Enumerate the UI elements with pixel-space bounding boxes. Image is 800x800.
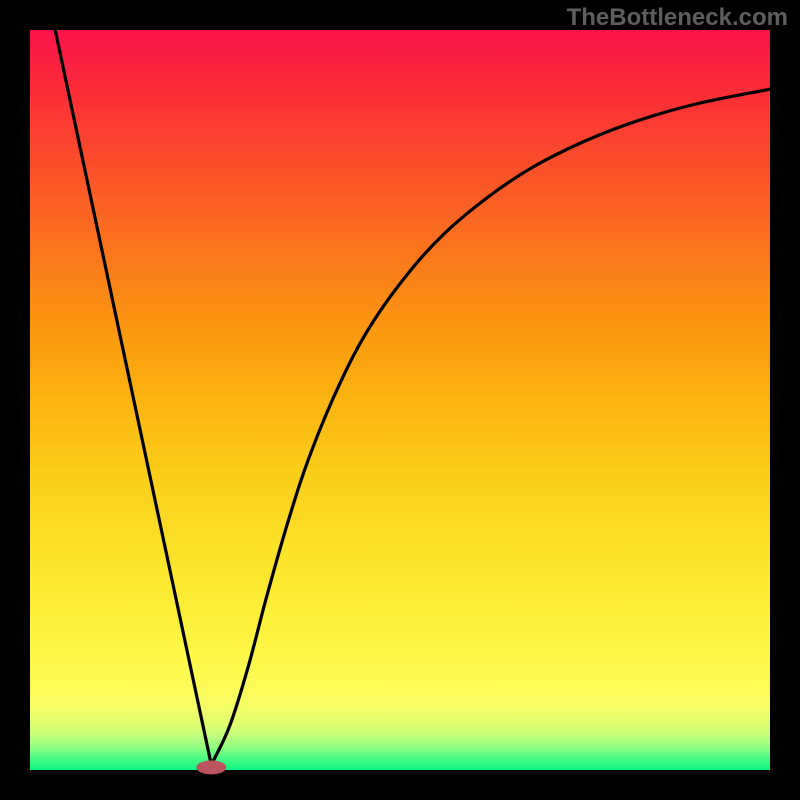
watermark-label: TheBottleneck.com bbox=[567, 4, 788, 32]
minimum-marker bbox=[196, 760, 226, 774]
bottleneck-chart bbox=[0, 0, 800, 800]
plot-background bbox=[30, 30, 770, 770]
chart-container: TheBottleneck.com bbox=[0, 0, 800, 800]
